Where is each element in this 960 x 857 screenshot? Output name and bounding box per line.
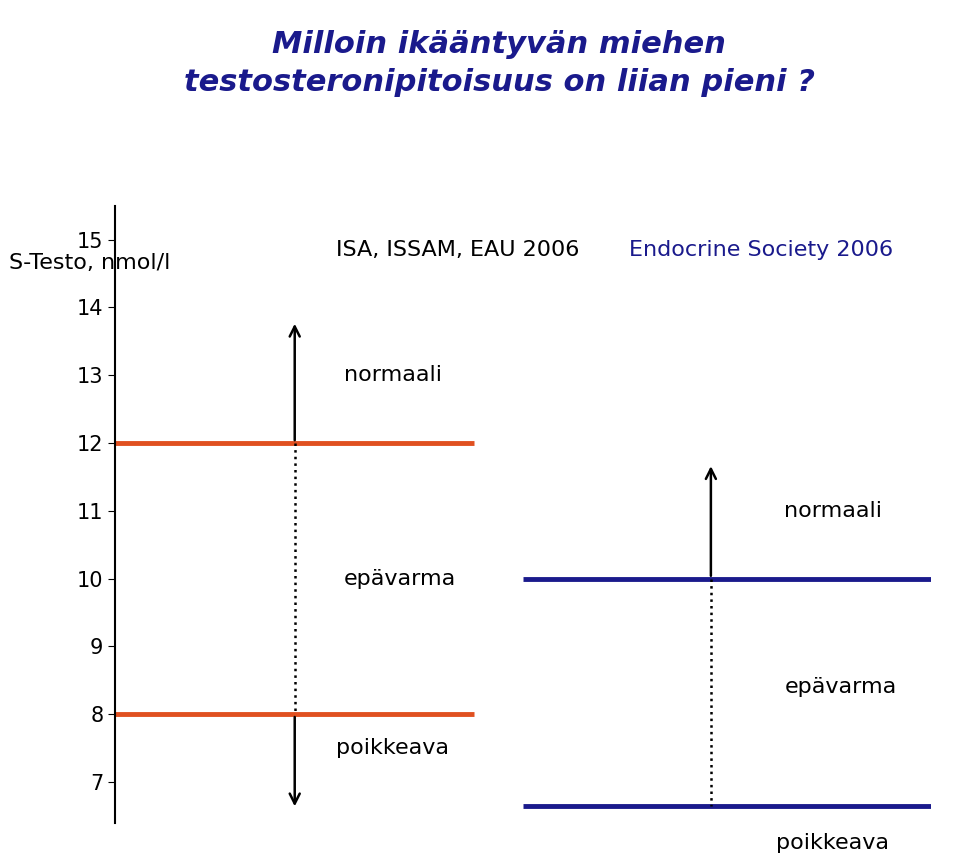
Text: normaali: normaali <box>784 500 882 521</box>
Text: S-Testo, nmol/l: S-Testo, nmol/l <box>9 253 171 273</box>
Text: Milloin ikääntyvän miehen
testosteronipitoisuus on liian pieni ?: Milloin ikääntyvän miehen testosteronipi… <box>183 30 815 97</box>
Text: epävarma: epävarma <box>784 677 897 697</box>
Text: epävarma: epävarma <box>344 568 456 589</box>
Text: poikkeava: poikkeava <box>336 738 448 758</box>
Text: Endocrine Society 2006: Endocrine Society 2006 <box>630 240 894 260</box>
Text: ISA, ISSAM, EAU 2006: ISA, ISSAM, EAU 2006 <box>336 240 579 260</box>
Text: poikkeava: poikkeava <box>777 833 889 853</box>
Text: normaali: normaali <box>344 365 442 385</box>
